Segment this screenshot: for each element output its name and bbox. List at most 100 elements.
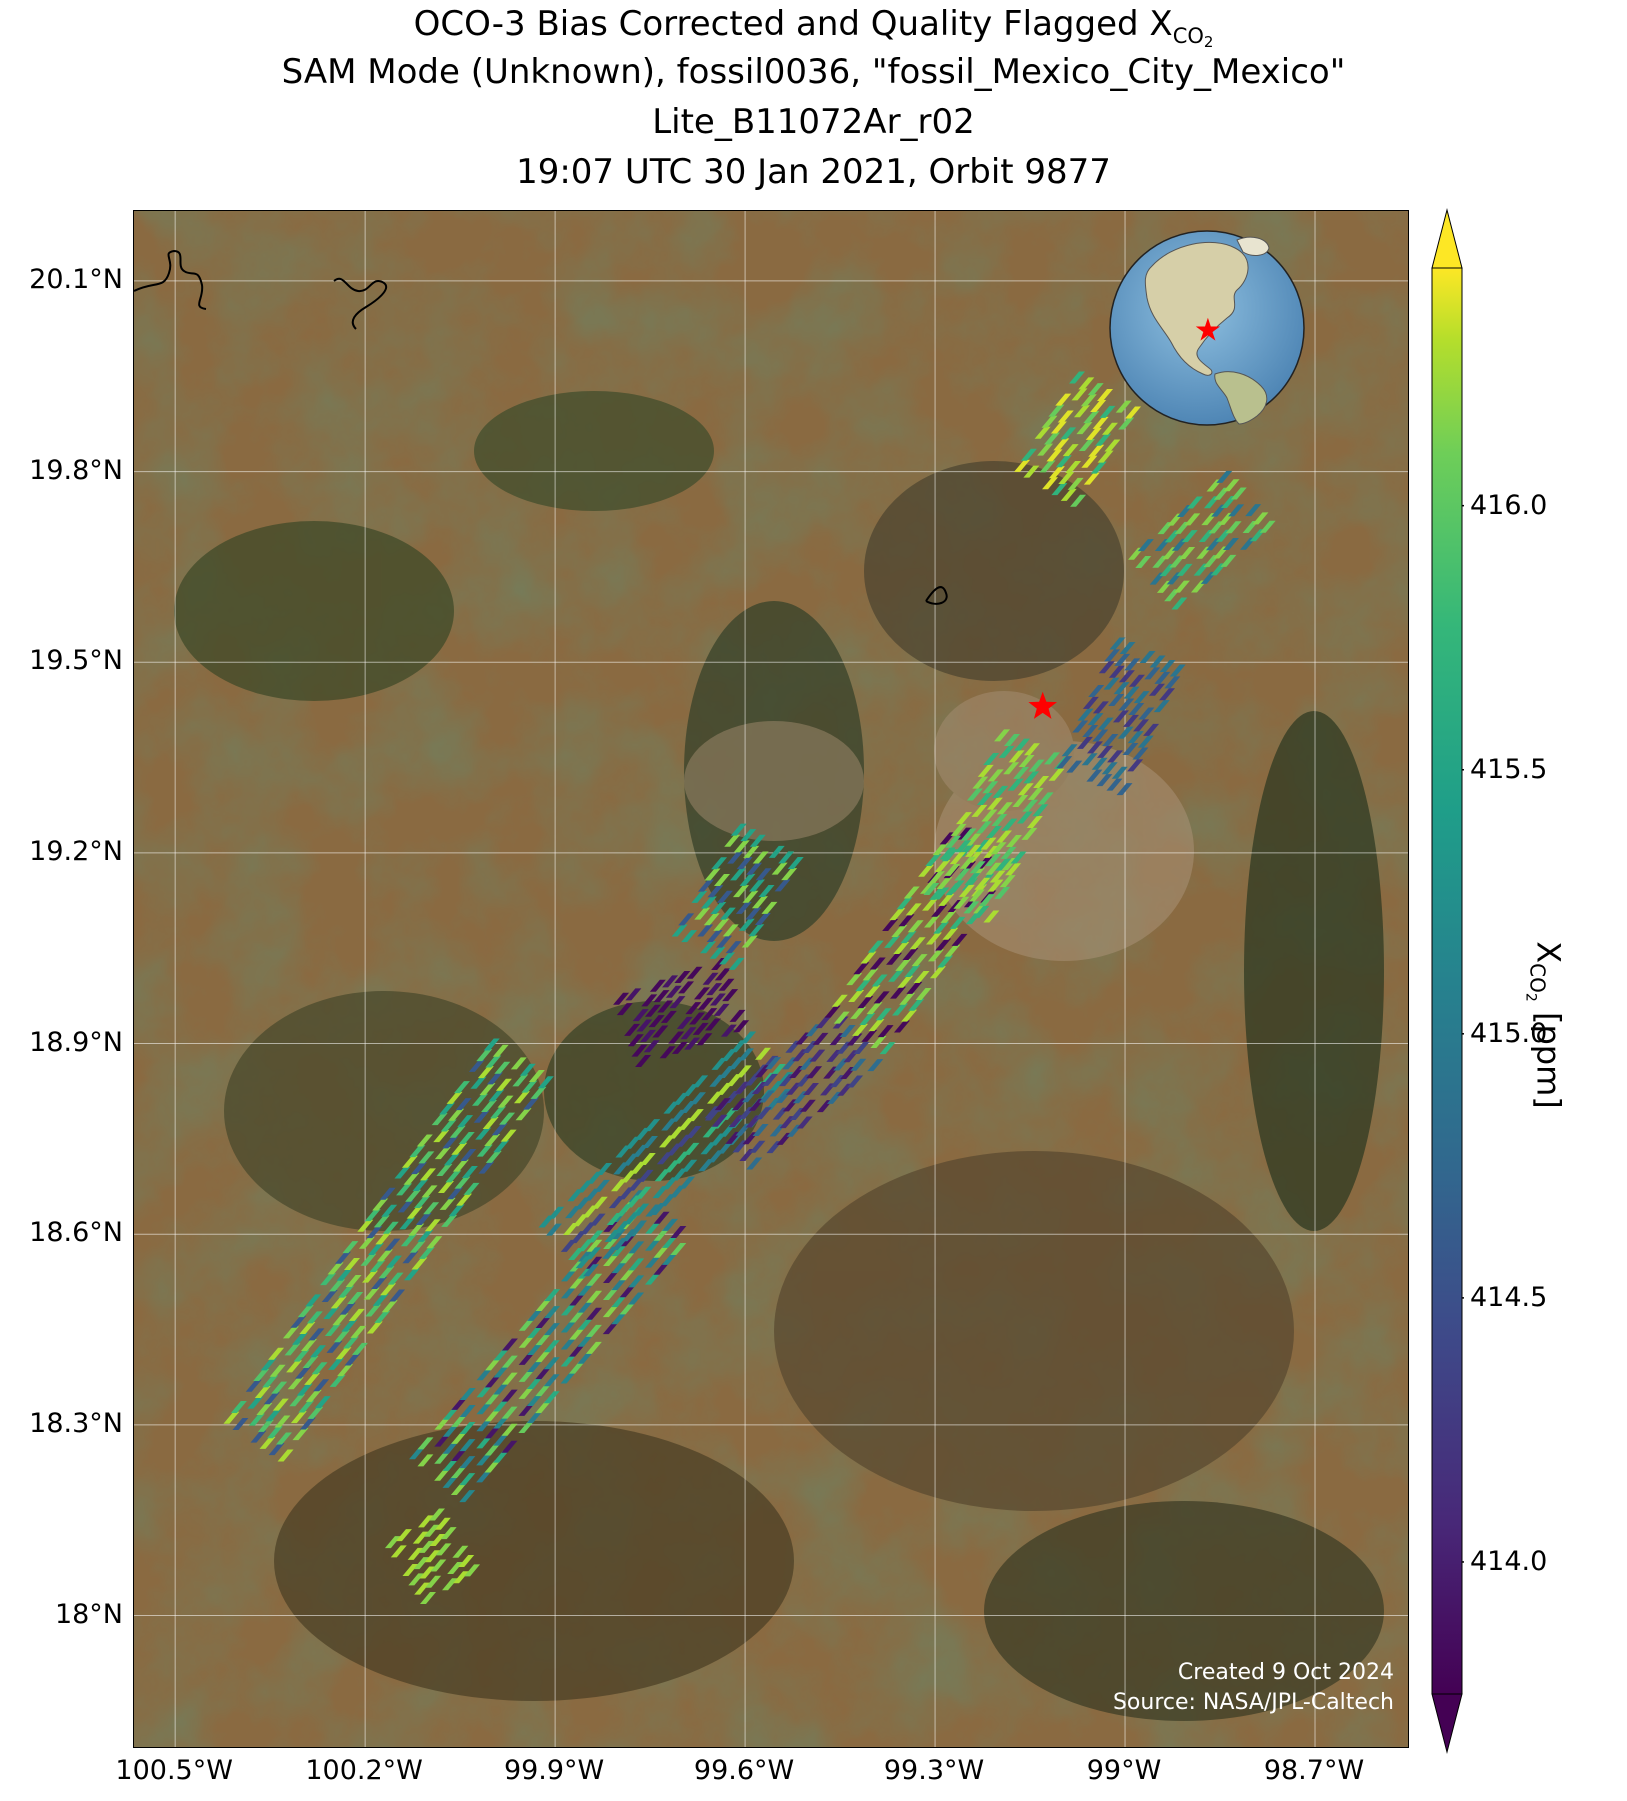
xco2-sounding (304, 1372, 321, 1385)
xco2-sounding (351, 1342, 368, 1355)
xco2-sounding (781, 868, 798, 881)
xco2-sounding (453, 1081, 470, 1094)
xco2-sounding (409, 1145, 426, 1158)
xco2-sounding (401, 1155, 418, 1168)
xco2-sounding (501, 1406, 518, 1419)
xco2-sounding (906, 981, 923, 994)
xco2-sounding (987, 769, 1004, 782)
xco2-sounding (644, 1004, 661, 1017)
xco2-sounding (518, 1420, 535, 1433)
xco2-sounding (364, 1209, 381, 1222)
xco2-sounding (670, 1243, 687, 1256)
xco2-sounding (771, 862, 788, 875)
xco2-sounding (996, 802, 1013, 815)
xco2-sounding (411, 1257, 428, 1270)
xco2-sounding (1135, 556, 1152, 569)
xco2-sounding (899, 992, 916, 1005)
xco2-sounding (904, 964, 921, 977)
xco2-sounding (526, 1359, 543, 1372)
xco2-sounding (1099, 405, 1116, 418)
xco2-sounding (254, 1386, 271, 1399)
xco2-sounding (501, 1372, 518, 1385)
xco2-sounding (736, 857, 753, 870)
xco2-sounding (918, 864, 935, 877)
xco2-sounding (815, 1016, 832, 1029)
xco2-sounding (436, 1164, 453, 1177)
xco2-sounding (636, 1019, 653, 1032)
xco2-sounding (424, 1219, 441, 1232)
xco2-sounding (869, 957, 886, 970)
xco2-sounding (1007, 778, 1024, 791)
xco2-sounding (1138, 707, 1155, 720)
xco2-sounding (1164, 676, 1181, 689)
xco2-sounding (484, 1443, 501, 1456)
xco2-sounding (689, 1012, 706, 1025)
xco2-sounding (492, 1450, 509, 1463)
xco2-sounding (263, 1392, 280, 1405)
xco2-sounding (441, 1214, 458, 1227)
xco2-sounding (328, 1357, 345, 1370)
xco2-sounding (543, 1323, 560, 1336)
xco2-sounding (619, 1268, 636, 1281)
xco2-sounding (1186, 496, 1203, 509)
xco2-sounding (924, 915, 941, 928)
xco2-sounding (730, 868, 747, 881)
xco2-sounding (1122, 743, 1139, 756)
xco2-sounding (1057, 410, 1074, 423)
xco2-sounding (944, 863, 961, 876)
xco2-sounding (493, 1416, 510, 1429)
xco2-sounding (447, 1561, 464, 1574)
xco2-sounding (297, 1305, 314, 1318)
lat-tick-label: 19.8°N (29, 454, 123, 486)
xco2-sounding (678, 913, 695, 926)
xco2-sounding (640, 1029, 657, 1042)
xco2-sounding (1060, 427, 1077, 440)
xco2-sounding (681, 1159, 698, 1172)
xco2-sounding (745, 907, 762, 920)
xco2-sounding (1169, 664, 1186, 677)
xco2-sounding (463, 1182, 480, 1195)
xco2-sounding (645, 1255, 662, 1268)
xco2-sounding (560, 1337, 577, 1350)
xco2-sounding (1037, 443, 1054, 456)
xco2-sounding (939, 847, 956, 860)
xco2-sounding (923, 882, 940, 895)
xco2-sounding (1228, 504, 1245, 517)
xco2-sounding (405, 1189, 422, 1202)
xco2-sounding (459, 1490, 476, 1503)
xco2-sounding (873, 991, 890, 1004)
xco2-sounding (740, 829, 757, 842)
xco2-sounding (940, 910, 957, 923)
xco2-sounding (983, 910, 1000, 923)
title-line1: OCO-3 Bias Corrected and Quality Flagged… (0, 4, 1627, 62)
xco2-sounding (1085, 427, 1102, 440)
xco2-sounding (442, 1475, 459, 1488)
xco2-sounding (320, 1273, 337, 1286)
xco2-sounding (500, 1129, 517, 1142)
xco2-sounding (735, 901, 752, 914)
xco2-sounding (1125, 406, 1142, 419)
xco2-sounding (796, 1116, 813, 1129)
xco2-sounding (374, 1310, 391, 1323)
xco2-sounding (1062, 444, 1079, 457)
title-sub: CO2 (1172, 24, 1214, 51)
xco2-sounding (1086, 741, 1103, 754)
xco2-sounding (1023, 465, 1040, 478)
xco2-sounding (990, 842, 1007, 855)
xco2-sounding (362, 1270, 379, 1283)
xco2-sounding (434, 1451, 451, 1464)
xco2-sounding (761, 1073, 778, 1086)
xco2-sounding (253, 1369, 270, 1382)
xco2-sounding (537, 1076, 554, 1089)
xco2-sounding (669, 996, 686, 1009)
xco2-sounding (501, 1355, 518, 1368)
xco2-sounding (866, 1002, 883, 1015)
xco2-sounding (1230, 487, 1247, 500)
xco2-sounding (493, 1433, 510, 1446)
xco2-sounding (877, 1025, 894, 1038)
xco2-sounding (896, 897, 913, 910)
xco2-sounding (709, 946, 726, 959)
xco2-sounding (718, 978, 735, 991)
xco2-sounding (1148, 683, 1165, 696)
xco2-sounding (975, 821, 992, 834)
